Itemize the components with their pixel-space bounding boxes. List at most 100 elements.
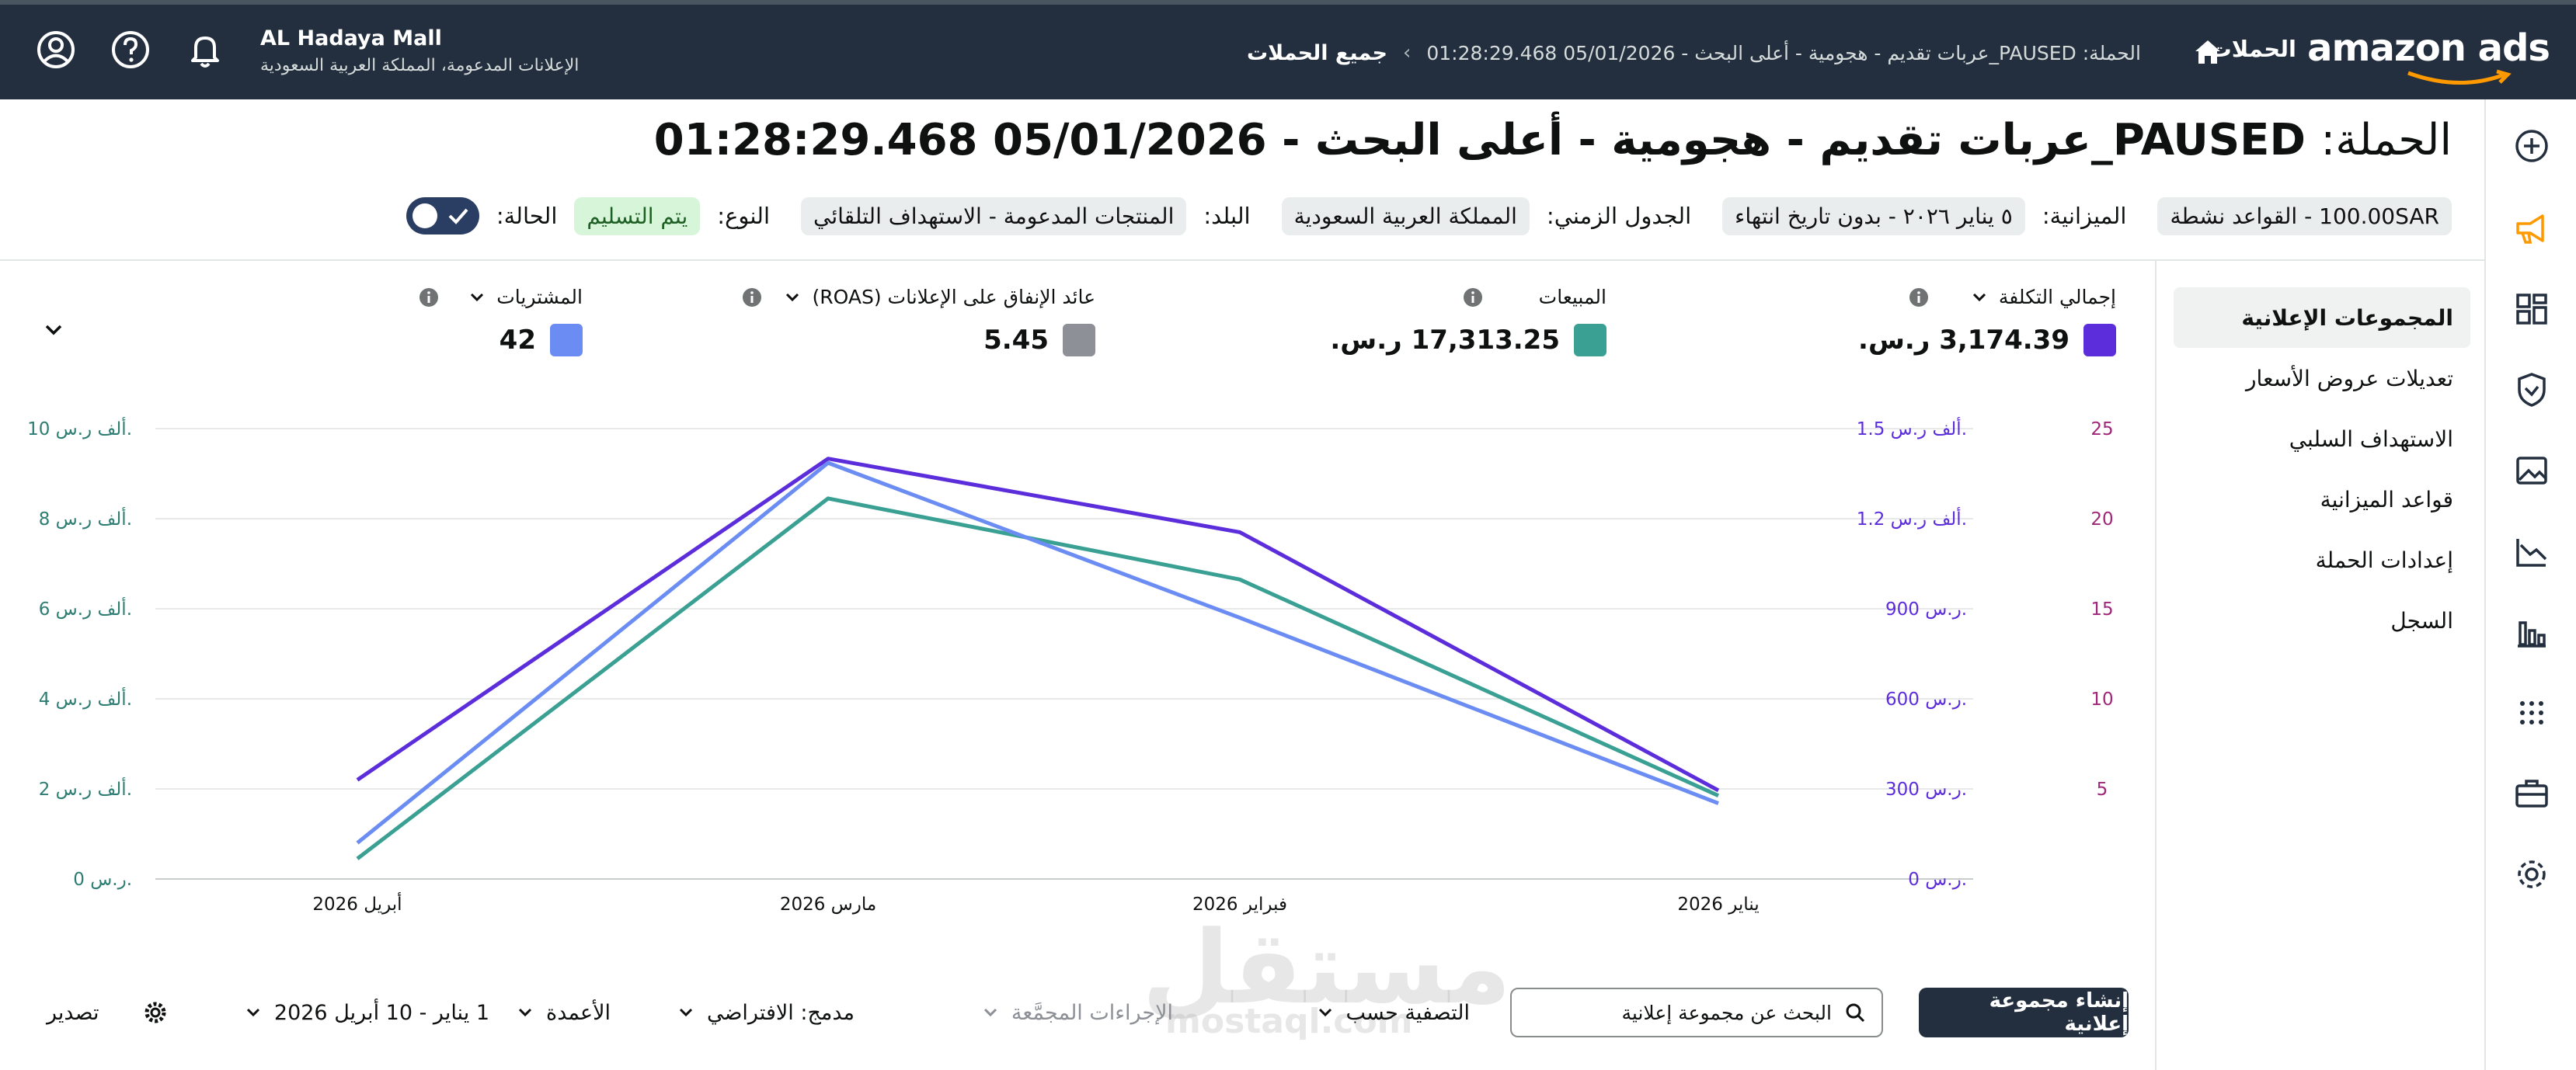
collapse-chart-chevron-icon[interactable] — [40, 317, 67, 343]
account-subtitle: الإعلانات المدعومة، المملكة العربية السع… — [260, 56, 580, 75]
watermark-logo: مستقل — [1142, 908, 1512, 1027]
table-settings-gear-icon[interactable] — [143, 1000, 168, 1025]
country-value[interactable]: المملكة العربية السعودية — [1281, 196, 1530, 235]
metric-swatch[interactable] — [2083, 324, 2116, 356]
bar-chart-icon[interactable] — [2512, 612, 2552, 652]
bulk-actions-label: الإجراءات المجمَّعة — [1011, 1000, 1173, 1025]
y-axis-left-tick-label: 2 ألف ر.س. — [39, 777, 132, 800]
account-name[interactable]: AL Hadaya Mall — [260, 26, 442, 50]
home-icon[interactable] — [2191, 34, 2225, 68]
chevron-down-icon[interactable] — [1969, 287, 1989, 307]
metric-label: المبيعات — [1538, 286, 1607, 308]
budget-label: الميزانية: — [2042, 203, 2127, 229]
image-icon[interactable] — [2512, 450, 2552, 491]
y-axis-left-tick-label: 0 ر.س. — [73, 870, 132, 890]
add-icon[interactable] — [2512, 126, 2552, 166]
metric-swatch[interactable] — [1063, 324, 1095, 356]
search-icon — [1846, 1003, 1865, 1023]
sidenav-divider — [2155, 259, 2157, 1070]
info-icon[interactable] — [419, 287, 439, 307]
settings-icon[interactable] — [2512, 854, 2552, 895]
campaign-sidenav: المجموعات الإعلانية تعديلات عروض الأسعار… — [2174, 287, 2484, 651]
chevron-down-icon[interactable] — [467, 287, 487, 307]
tool-rail — [2484, 99, 2576, 1070]
sidenav-item-history[interactable]: السجل — [2390, 607, 2453, 634]
breadcrumb-current: الحملة: PAUSED_عربات تقديم - هجومية - أع… — [1426, 41, 2141, 64]
y-axis-purchases-tick-label: 15 — [2090, 599, 2113, 620]
metric-label: إجمالي التكلفة — [1998, 286, 2116, 308]
columns-label: الأعمدة — [546, 1000, 611, 1025]
metric-card-purchases[interactable]: المشتريات 42 — [419, 286, 583, 356]
export-button[interactable]: تصدير — [47, 992, 99, 1033]
account-circle-icon[interactable] — [33, 26, 79, 73]
metric-card-sales[interactable]: المبيعات 17,313.25 ر.س. — [1330, 286, 1607, 356]
y-axis-purchases-tick-label: 25 — [2090, 419, 2113, 439]
amazon-ads-logo[interactable]: amazon ads — [2307, 26, 2550, 70]
y-axis-left-tick-label: 4 ألف ر.س. — [39, 687, 132, 710]
y-axis-left-tick-label: 10 ألف ر.س. — [27, 417, 132, 439]
sidenav-item-campaign-settings[interactable]: إعدادات الحملة — [2315, 547, 2453, 573]
metric-swatch[interactable] — [550, 324, 583, 356]
bell-icon[interactable] — [182, 26, 228, 73]
page-title: الحملة: PAUSED_عربات تقديم - هجومية - أع… — [654, 115, 2452, 165]
metric-card-roas[interactable]: عائد الإنفاق على الإعلانات (ROAS) 5.45 — [742, 286, 1095, 356]
y-axis-right-cost-tick-label: 600 ر.س. — [1885, 690, 1967, 710]
status-badge: يتم التسليم — [574, 196, 701, 235]
apps-grid-icon[interactable] — [2512, 693, 2552, 733]
y-axis-right-cost-tick-label: 1.2 ألف ر.س. — [1857, 507, 1967, 530]
breadcrumb-separator: › — [1402, 41, 1412, 64]
breadcrumb: جميع الحملات › الحملة: PAUSED_عربات تقدي… — [1247, 37, 2141, 68]
y-axis-purchases-tick-label: 5 — [2097, 780, 2108, 800]
megaphone-icon[interactable] — [2512, 208, 2552, 248]
metric-swatch[interactable] — [1574, 324, 1607, 356]
y-axis-purchases-tick-label: 10 — [2090, 690, 2113, 710]
y-axis-right-cost-tick-label: 900 ر.س. — [1885, 599, 1967, 620]
y-axis-left-tick-label: 8 ألف ر.س. — [39, 507, 132, 530]
info-icon[interactable] — [1909, 287, 1929, 307]
page-title-value: PAUSED_عربات تقديم - هجومية - أعلى البحث… — [653, 115, 2306, 165]
x-axis-tick-label: أبريل 2026 — [312, 892, 402, 915]
budget-value[interactable]: 100.00SAR - القواعد نشطة — [2157, 196, 2452, 235]
schedule-value[interactable]: ٥ يناير ٢٠٢٦ - بدون تاريخ انتهاء — [1722, 196, 2025, 235]
campaign-meta-row: الحالة: يتم التسليم النوع: المنتجات المد… — [406, 193, 2452, 239]
chevron-down-icon — [983, 1008, 997, 1017]
campaign-status-toggle[interactable] — [406, 197, 479, 234]
breadcrumb-all-campaigns[interactable]: جميع الحملات — [1246, 40, 1387, 65]
dashboard-icon[interactable] — [2512, 289, 2552, 329]
info-icon[interactable] — [742, 287, 762, 307]
bulk-actions-dropdown[interactable]: الإجراءات المجمَّعة — [980, 992, 1173, 1033]
metric-label: المشتريات — [496, 286, 583, 308]
date-range-picker[interactable]: 1 يناير - 10 أبريل 2026 — [243, 992, 489, 1033]
ad-group-search[interactable] — [1510, 988, 1883, 1037]
info-icon[interactable] — [1463, 287, 1483, 307]
nav-campaigns-link[interactable]: الحملات — [2209, 36, 2296, 62]
y-axis-right-cost-tick-label: 300 ر.س. — [1885, 780, 1967, 800]
chevron-down-icon — [679, 1008, 693, 1017]
sidenav-item-bid-adjustments[interactable]: تعديلات عروض الأسعار — [2246, 365, 2453, 391]
sidenav-item-ad-groups[interactable]: المجموعات الإعلانية — [2174, 287, 2470, 348]
metric-card-total-cost[interactable]: إجمالي التكلفة 3,174.39 ر.س. — [1858, 286, 2116, 356]
toggle-knob — [412, 203, 437, 228]
create-ad-group-button[interactable]: إنشاء مجموعة إعلانية — [1919, 988, 2129, 1037]
y-axis-right-cost-tick-label: 1.5 ألف ر.س. — [1857, 417, 1967, 439]
x-axis-tick-label: فبراير 2026 — [1192, 895, 1287, 915]
sidenav-item-budget-rules[interactable]: قواعد الميزانية — [2320, 486, 2453, 512]
columns-dropdown[interactable]: الأعمدة — [515, 992, 611, 1033]
help-icon[interactable] — [107, 26, 154, 73]
shield-icon[interactable] — [2512, 370, 2552, 410]
top-navigation-bar: AL Hadaya Mall الإعلانات المدعومة، الممل… — [0, 0, 2576, 99]
filter-by-dropdown[interactable]: التصفية حسب — [1315, 992, 1470, 1033]
series-line-purchases — [356, 460, 1719, 845]
status-label: الحالة: — [496, 203, 558, 229]
metric-value: 42 — [499, 325, 536, 356]
sidenav-item-negative-targeting[interactable]: الاستهداف السلبي — [2289, 426, 2453, 452]
combined-view-dropdown[interactable]: مدمج: الافتراضي — [676, 992, 855, 1033]
check-icon — [448, 208, 468, 224]
chevron-down-icon[interactable] — [782, 287, 802, 307]
search-input[interactable] — [1538, 1000, 1833, 1025]
briefcase-icon[interactable] — [2512, 773, 2552, 814]
y-axis-purchases-tick-label: 20 — [2090, 509, 2113, 530]
trend-icon[interactable] — [2512, 531, 2552, 571]
type-label: النوع: — [717, 203, 770, 229]
x-axis-tick-label: يناير 2026 — [1677, 895, 1759, 915]
